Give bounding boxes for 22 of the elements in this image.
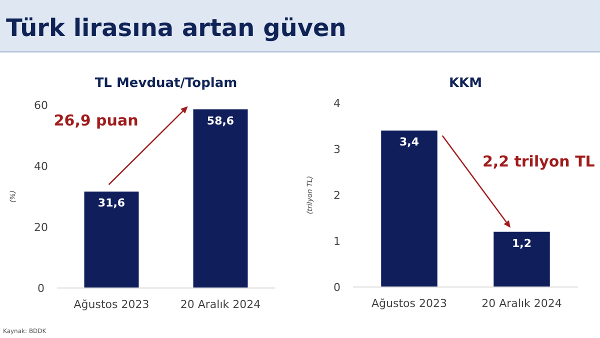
y-tick-label: 4 [334,97,340,110]
chart-title: KKM [448,76,482,91]
data-label: 31,6 [98,196,126,210]
data-label: 1,2 [512,236,532,250]
y-tick-label: 20 [34,221,48,234]
x-tick-label: 20 Aralık 2024 [180,298,261,311]
y-tick-label: 40 [34,160,48,173]
chart-title: TL Mevduat/Toplam [94,76,238,91]
text: Türk lirasına artan güven [6,14,346,42]
annotation: 2,2 trilyon TL [482,152,596,171]
y-tick-label: 2 [334,189,340,202]
x-tick-label: Ağustos 2023 [372,297,447,310]
y-tick-label: 3 [334,143,340,156]
annotation: 26,9 puan [54,111,138,130]
data-label: 3,4 [400,136,420,149]
y-tick-label: 0 [38,282,44,295]
y-tick-label: 60 [34,99,48,112]
y-tick-label: 1 [334,235,340,248]
x-tick-label: 20 Aralık 2024 [482,297,562,310]
data-label: 58,6 [206,114,234,128]
y-tick-label: 0 [334,281,340,294]
x-tick-label: Ağustos 2023 [74,298,150,311]
